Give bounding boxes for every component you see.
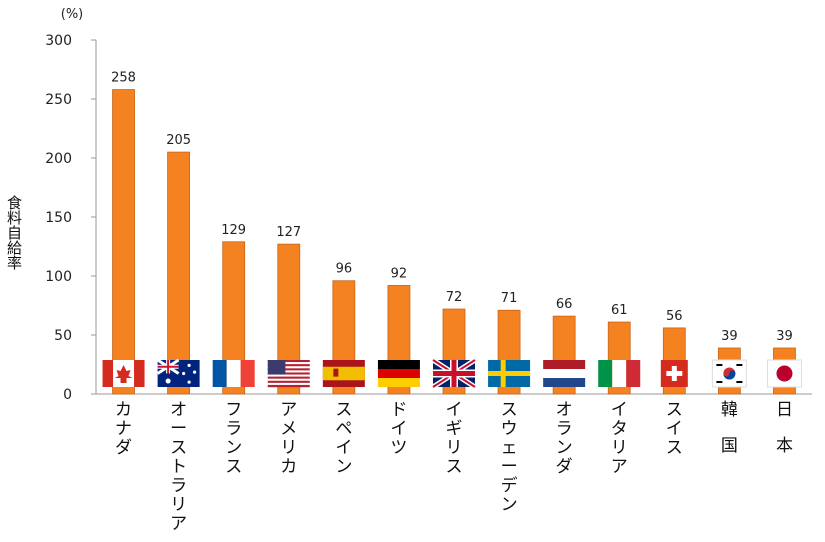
korea-flag xyxy=(711,359,747,388)
category-label: オーストラリア xyxy=(170,400,187,534)
y-tick-group: 0 50 100 150 200 250 300 xyxy=(45,33,96,403)
y-tick-label: 150 xyxy=(45,210,72,226)
data-label: 72 xyxy=(446,290,463,305)
category-label: イギリス xyxy=(446,400,463,477)
category-label: カナダ xyxy=(115,400,132,458)
category-label: スイス xyxy=(666,400,683,458)
canada-flag xyxy=(102,360,145,387)
data-label: 205 xyxy=(166,133,191,148)
y-axis-title: 食料自給率 xyxy=(5,195,23,270)
category-label: スペイン xyxy=(335,400,352,477)
bar xyxy=(112,89,135,395)
category-label: オランダ xyxy=(556,400,573,477)
data-label: 39 xyxy=(776,329,793,344)
category-label: イタリア xyxy=(611,400,628,477)
data-label: 127 xyxy=(276,225,301,240)
category-label: フランス xyxy=(225,400,242,477)
germany-flag xyxy=(377,360,420,387)
uk-flag xyxy=(431,357,477,390)
bar xyxy=(222,241,246,395)
data-label: 66 xyxy=(556,297,573,312)
category-label-group: カナダ オーストラリア フランス アメリカ スペイン ドイツ イギリス スウェーデン オランダ イ… xyxy=(115,400,793,534)
data-label: 56 xyxy=(666,309,683,324)
category-label: 韓国 xyxy=(721,400,738,456)
data-label: 258 xyxy=(111,71,136,86)
france-flag xyxy=(212,360,255,387)
bar xyxy=(167,151,191,395)
category-label: スウェーデン xyxy=(501,400,518,515)
data-label: 71 xyxy=(501,291,518,306)
australia-flag xyxy=(156,358,200,387)
y-tick-label: 0 xyxy=(63,387,72,403)
y-tick-label: 200 xyxy=(45,151,72,167)
data-label: 39 xyxy=(721,329,738,344)
usa-flag xyxy=(267,360,310,388)
spain-flag xyxy=(322,360,365,387)
y-tick-label: 250 xyxy=(45,92,72,108)
data-label: 129 xyxy=(221,223,246,238)
unit-label: (%) xyxy=(61,7,84,22)
bar xyxy=(277,243,301,395)
category-label: アメリカ xyxy=(280,400,297,477)
category-label: 日本 xyxy=(776,400,793,456)
y-tick-label: 300 xyxy=(45,33,72,49)
category-label: ドイツ xyxy=(390,400,407,458)
data-label: 61 xyxy=(611,303,628,318)
netherlands-flag xyxy=(543,360,586,387)
sweden-flag xyxy=(488,360,531,387)
italy-flag xyxy=(598,360,641,387)
y-tick-label: 100 xyxy=(45,269,72,285)
y-tick-label: 50 xyxy=(54,328,72,344)
switzerland-flag xyxy=(660,360,688,387)
data-label: 96 xyxy=(336,262,353,277)
bar-group: 258 205 129 127 96 92 72 71 66 61 56 39 39 xyxy=(102,71,802,395)
data-label: 92 xyxy=(391,266,408,281)
japan-flag xyxy=(766,359,802,388)
